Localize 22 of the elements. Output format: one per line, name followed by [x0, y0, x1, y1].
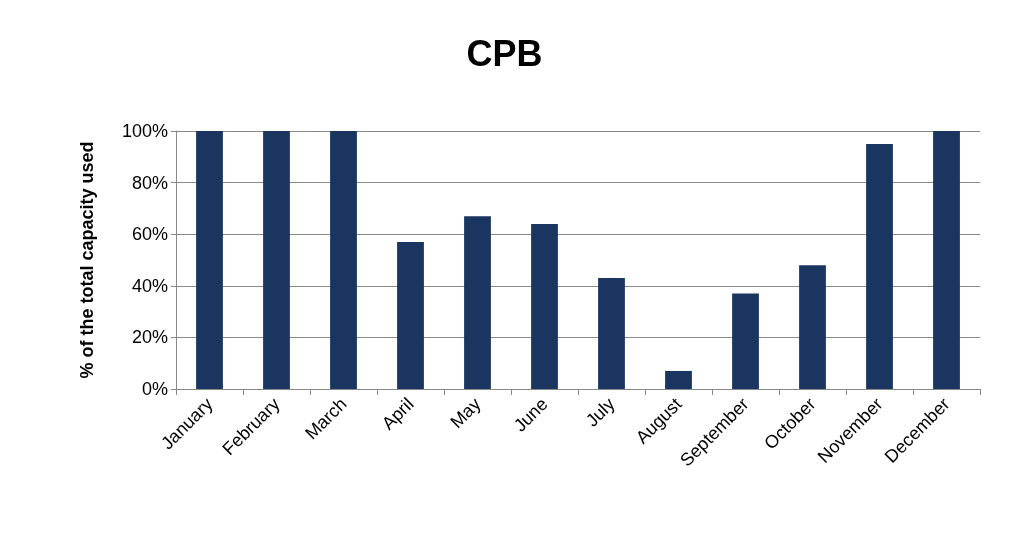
y-tick-label: 80% — [131, 172, 168, 193]
bar — [464, 216, 491, 389]
bar — [330, 131, 357, 389]
y-tick-label: 20% — [131, 327, 168, 348]
bar — [397, 241, 424, 389]
y-tick-label: 40% — [131, 275, 168, 296]
bar — [866, 143, 893, 389]
bar — [598, 278, 625, 389]
y-tick-label: 100% — [121, 121, 168, 141]
chart-title: CPB — [466, 32, 543, 74]
bar — [263, 131, 290, 389]
y-tick-label: 60% — [131, 224, 168, 245]
bar — [196, 131, 223, 389]
bar — [799, 265, 826, 389]
y-axis-title: % of the total capacity used — [77, 141, 97, 379]
bar — [531, 223, 558, 389]
bar — [665, 370, 692, 389]
bar — [732, 293, 759, 389]
x-tick-label: July — [581, 393, 619, 431]
y-tick-label: 0% — [141, 379, 168, 399]
bar — [933, 131, 960, 389]
x-tick-label: May — [446, 393, 485, 433]
